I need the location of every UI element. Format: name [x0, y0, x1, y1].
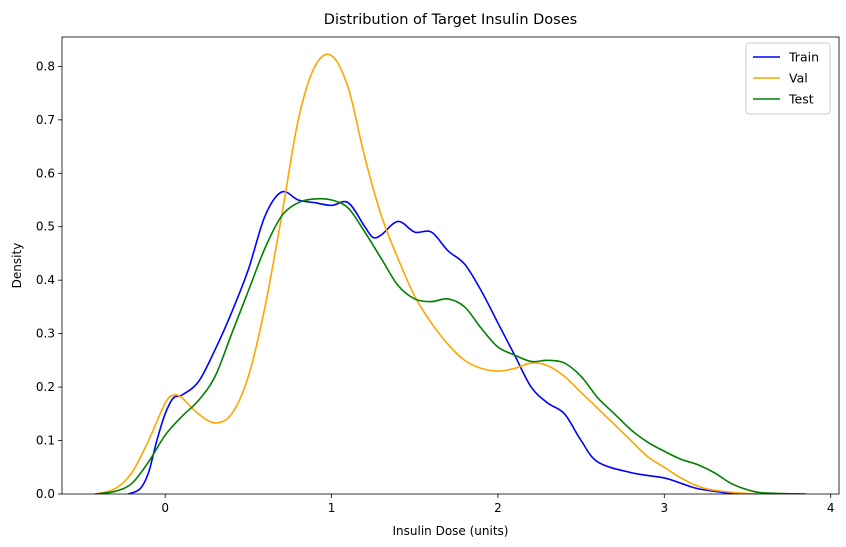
legend-label-test: Test — [788, 92, 814, 107]
x-tick-label: 2 — [494, 501, 502, 515]
legend: Train Val Test — [745, 42, 831, 115]
chart-title: Distribution of Target Insulin Doses — [324, 12, 577, 28]
legend-box — [745, 42, 831, 115]
y-tick-label: 0.3 — [36, 327, 55, 341]
series-line-train — [127, 190, 740, 494]
x-axis-label: Insulin Dose (units) — [393, 524, 509, 538]
legend-label-train: Train — [788, 50, 819, 65]
series-layer — [94, 53, 807, 494]
y-tick-label: 0.7 — [36, 113, 55, 127]
series-line-test — [94, 197, 807, 494]
x-tick-label: 0 — [161, 501, 169, 515]
y-tick-label: 0.8 — [36, 59, 55, 73]
plot-area — [61, 36, 840, 495]
y-axis: 0.0 0.1 0.2 0.3 0.4 0.5 0.6 0.7 0.8 — [36, 59, 62, 501]
y-tick-label: 0.6 — [36, 166, 55, 180]
y-axis-label: Density — [10, 243, 24, 289]
x-tick-label: 1 — [328, 501, 336, 515]
y-tick-label: 0.2 — [36, 380, 55, 394]
series-line-val — [94, 53, 782, 494]
y-tick-label: 0.4 — [36, 273, 55, 287]
y-tick-label: 0.0 — [36, 487, 55, 501]
x-tick-label: 3 — [660, 501, 668, 515]
y-tick-label: 0.5 — [36, 220, 55, 234]
legend-label-val: Val — [789, 71, 808, 86]
plot-frame — [61, 36, 840, 495]
x-tick-label: 4 — [827, 501, 835, 515]
y-tick-label: 0.1 — [36, 434, 55, 448]
x-axis: 0 1 2 3 4 — [161, 494, 835, 515]
